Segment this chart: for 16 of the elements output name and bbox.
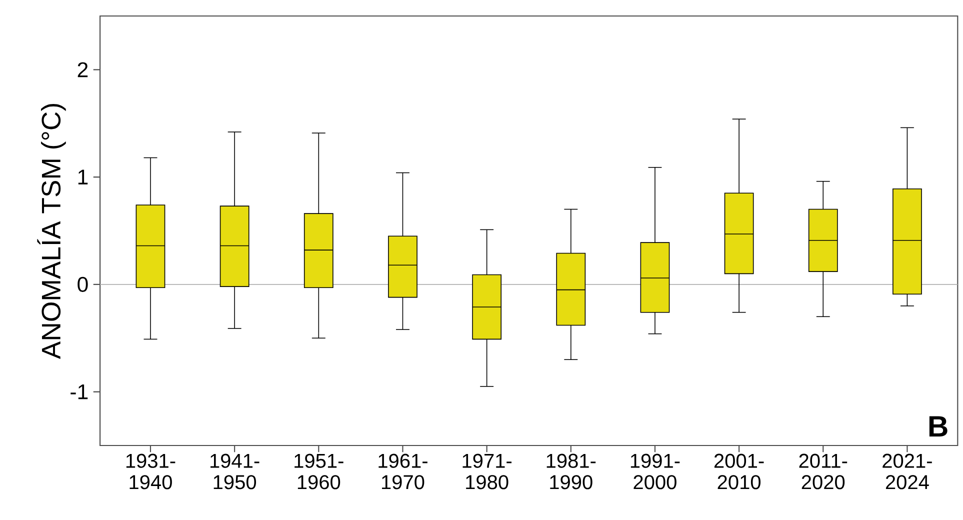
x-tick-label: 1971- 1980 [462, 454, 512, 490]
y-axis-title: ANOMALÍA TSM (°C) [37, 104, 66, 359]
x-tick-label: 2011- 2020 [799, 454, 848, 490]
x-tick-label: 1941- 1950 [210, 454, 260, 490]
x-tick-label: 1931- 1940 [126, 454, 176, 490]
y-tick-label: 2 [78, 62, 88, 78]
annotation: B [929, 416, 948, 436]
y-tick-label: 1 [78, 170, 88, 184]
y-tick-label: -1 [70, 384, 88, 400]
x-tick-label: 2001- 2010 [714, 454, 764, 490]
y-tick-label: 0 [78, 276, 88, 292]
x-tick-label: 1961- 1970 [378, 454, 428, 490]
x-tick-label: 1991- 2000 [630, 454, 680, 490]
x-tick-label: 2021- 2024 [882, 454, 932, 490]
x-tick-label: 1981- 1990 [546, 454, 596, 490]
x-tick-label: 1951- 1960 [294, 454, 344, 490]
